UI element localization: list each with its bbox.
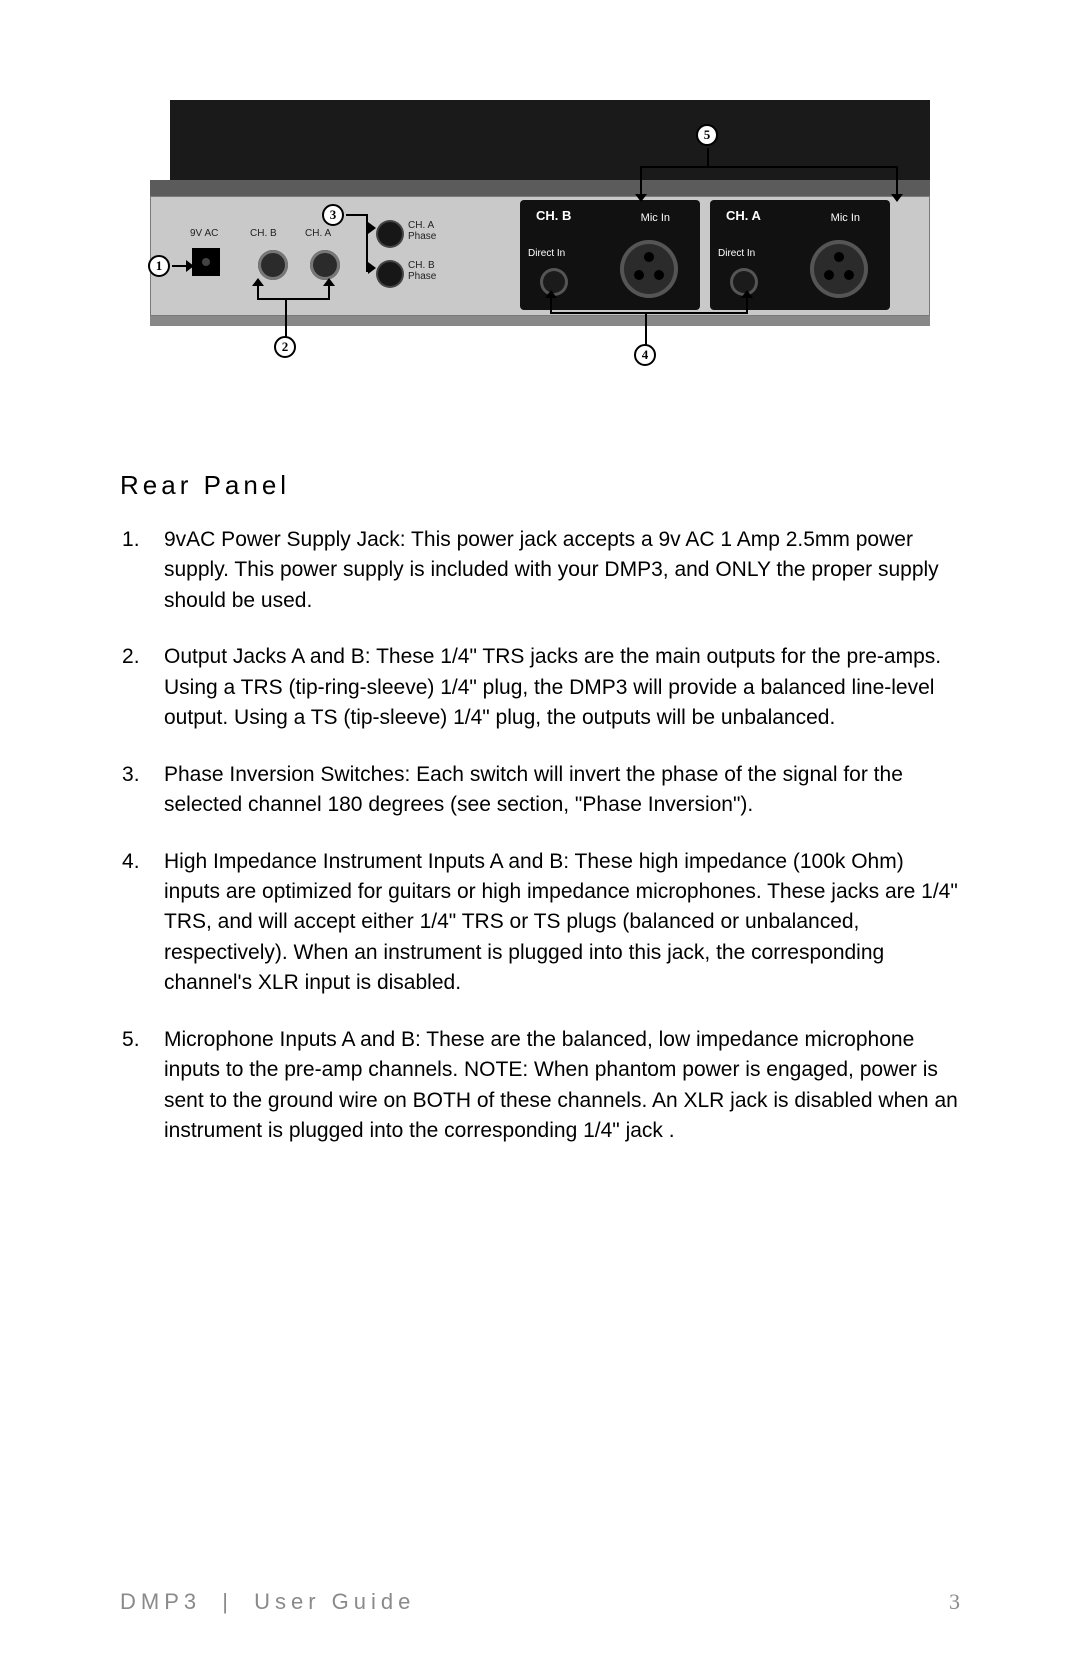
callout-4-up1 bbox=[550, 296, 552, 314]
callout-3-bar bbox=[346, 214, 368, 216]
label-out-chb: CH. B bbox=[250, 228, 277, 239]
list-item: 9vAC Power Supply Jack: This power jack … bbox=[120, 525, 960, 616]
callout-2-stem bbox=[285, 298, 287, 338]
callout-5-down2 bbox=[896, 166, 898, 196]
section-title: Rear Panel bbox=[120, 470, 960, 501]
list-item: Output Jacks A and B: These 1/4" TRS jac… bbox=[120, 642, 960, 733]
footer-divider: | bbox=[222, 1589, 233, 1614]
callout-3-arrowhead-a bbox=[368, 222, 376, 234]
page-footer: DMP3 | User Guide 3 bbox=[120, 1589, 960, 1615]
output-jack-a bbox=[310, 250, 340, 280]
footer-page-number: 3 bbox=[949, 1589, 960, 1615]
input-panel-cha: CH. A Mic In Direct In bbox=[710, 200, 890, 310]
mic-input-a bbox=[810, 240, 868, 298]
callout-2-up1 bbox=[257, 284, 259, 300]
mic-input-b bbox=[620, 240, 678, 298]
phase-switch-a bbox=[378, 222, 402, 246]
label-phase-b: CH. B Phase bbox=[408, 260, 436, 282]
callout-3-arrowhead-b bbox=[368, 262, 376, 274]
phase-switch-b bbox=[378, 262, 402, 286]
callout-2: 2 bbox=[274, 336, 296, 358]
callout-5-arrowhead-b bbox=[891, 194, 903, 202]
callout-4-arrowhead-b bbox=[741, 290, 753, 298]
list-item: High Impedance Instrument Inputs A and B… bbox=[120, 847, 960, 999]
callout-5: 5 bbox=[696, 124, 718, 146]
label-panel-chb: CH. B bbox=[536, 208, 571, 223]
callout-2-arrowhead-b bbox=[323, 278, 335, 286]
list-item: Microphone Inputs A and B: These are the… bbox=[120, 1025, 960, 1147]
label-micin-b: Mic In bbox=[641, 212, 670, 224]
callout-5-stem bbox=[707, 148, 709, 168]
rear-panel-diagram: 9V AC CH. B CH. A CH. A Phase CH. B Phas… bbox=[150, 100, 930, 410]
callout-1: 1 bbox=[148, 255, 170, 277]
callout-1-arrowhead bbox=[186, 260, 194, 272]
callout-4-bar bbox=[550, 312, 748, 314]
footer-left: DMP3 | User Guide bbox=[120, 1589, 415, 1615]
callout-4: 4 bbox=[634, 344, 656, 366]
callout-2-up2 bbox=[328, 284, 330, 300]
label-micin-a: Mic In bbox=[831, 212, 860, 224]
callout-4-up2 bbox=[746, 296, 748, 314]
output-jack-b bbox=[258, 250, 288, 280]
label-directin-a: Direct In bbox=[718, 248, 755, 259]
power-jack bbox=[192, 248, 220, 276]
chassis-top bbox=[170, 100, 930, 180]
footer-product: DMP3 bbox=[120, 1589, 201, 1614]
page: 9V AC CH. B CH. A CH. A Phase CH. B Phas… bbox=[0, 0, 1080, 1669]
callout-2-arrowhead-a bbox=[252, 278, 264, 286]
callout-5-arrowhead-a bbox=[635, 194, 647, 202]
callout-4-arrowhead-a bbox=[545, 290, 557, 298]
label-panel-cha: CH. A bbox=[726, 208, 761, 223]
label-9vac: 9V AC bbox=[190, 228, 218, 239]
list-item: Phase Inversion Switches: Each switch wi… bbox=[120, 760, 960, 821]
callout-4-stem bbox=[645, 312, 647, 346]
callout-5-bar bbox=[640, 166, 898, 168]
callout-2-bar bbox=[258, 298, 330, 300]
footer-doc: User Guide bbox=[254, 1589, 415, 1614]
label-phase-a: CH. A Phase bbox=[408, 220, 436, 242]
rear-panel-item-list: 9vAC Power Supply Jack: This power jack … bbox=[120, 525, 960, 1146]
callout-3: 3 bbox=[322, 204, 344, 226]
label-directin-b: Direct In bbox=[528, 248, 565, 259]
chassis-edge bbox=[150, 180, 930, 196]
label-out-cha: CH. A bbox=[305, 228, 331, 239]
callout-5-down1 bbox=[640, 166, 642, 196]
chassis-lip bbox=[150, 316, 930, 326]
